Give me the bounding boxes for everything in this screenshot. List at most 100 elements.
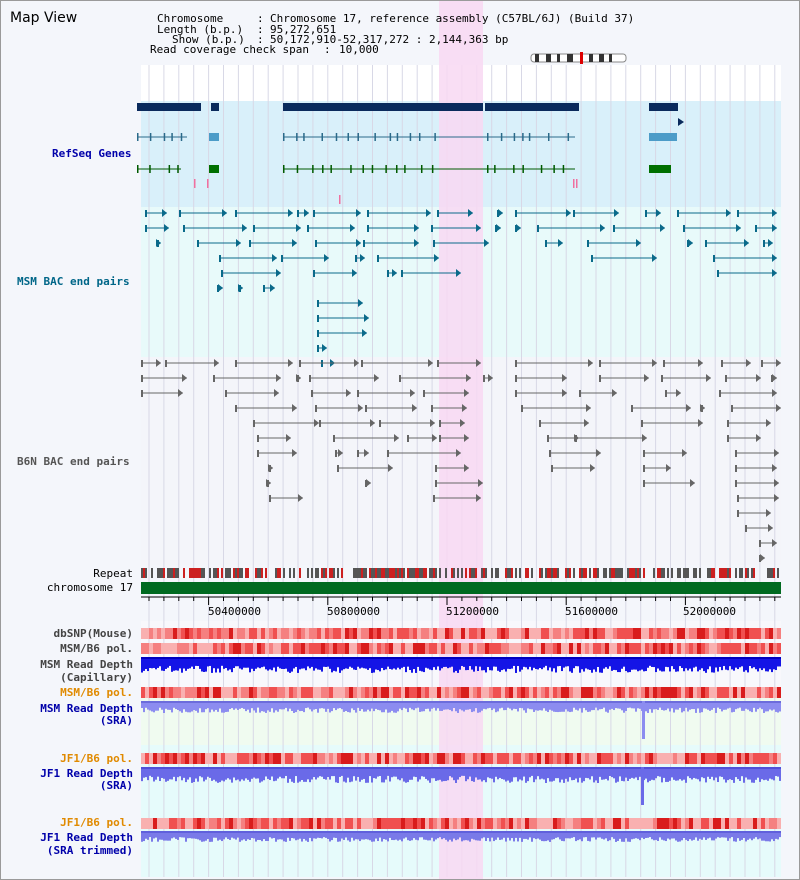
repeat-mark	[777, 568, 779, 578]
depth-bar	[707, 767, 709, 777]
depth-bar	[459, 701, 461, 710]
depth-bar	[209, 831, 211, 842]
heat-cell	[361, 643, 365, 654]
repeat-mark	[727, 568, 729, 578]
depth-bar	[477, 701, 479, 713]
bac-end-mark	[547, 435, 549, 442]
depth-bar	[555, 701, 557, 712]
snp-mark	[339, 195, 341, 204]
repeat-mark	[229, 568, 231, 578]
depth-bar	[751, 767, 753, 783]
heat-cell	[501, 687, 505, 698]
depth-bar	[473, 767, 475, 782]
depth-bar	[769, 657, 771, 670]
depth-bar	[627, 831, 629, 842]
depth-bar	[351, 831, 353, 838]
depth-bar	[619, 657, 621, 673]
depth-bar	[359, 701, 361, 711]
bac-end-mark	[363, 240, 365, 247]
depth-bar	[369, 701, 371, 712]
depth-bar	[205, 657, 207, 672]
gene-exon	[149, 165, 151, 173]
gene-exon	[296, 133, 298, 141]
depth-bar	[491, 701, 493, 711]
heat-cell	[265, 753, 269, 764]
depth-bar	[183, 701, 185, 710]
depth-bar	[437, 701, 439, 709]
heat-cell	[281, 818, 285, 829]
heat-cell	[657, 753, 661, 764]
depth-bar	[721, 657, 723, 671]
depth-bar	[477, 767, 479, 780]
depth-bar	[379, 831, 381, 838]
depth-bar	[621, 657, 623, 669]
depth-bar	[363, 657, 365, 669]
bac-end-arrow	[464, 434, 469, 442]
gene-exon	[553, 165, 555, 173]
depth-bar	[233, 657, 235, 669]
depth-bar	[349, 831, 351, 842]
heat-cell	[565, 628, 569, 639]
repeat-mark	[435, 568, 437, 578]
depth-bar	[727, 701, 729, 709]
depth-bar	[261, 701, 263, 712]
bac-end-arrow	[456, 269, 461, 277]
depth-bar	[379, 701, 381, 711]
bac-end-arrow	[358, 404, 363, 412]
depth-bar	[705, 767, 707, 783]
bac-end-mark	[727, 435, 729, 442]
depth-bar	[391, 831, 393, 841]
heat-cell	[701, 628, 705, 639]
depth-bar	[667, 657, 669, 668]
bac-end-arrow	[292, 239, 297, 247]
heat-cell	[685, 687, 689, 698]
heat-cell	[541, 818, 545, 829]
depth-bar	[587, 767, 589, 779]
heat-cell	[505, 818, 509, 829]
depth-bar	[487, 657, 489, 668]
depth-bar	[737, 657, 739, 670]
depth-bar	[343, 831, 345, 840]
repeat-mark	[259, 568, 261, 578]
depth-bar	[549, 701, 551, 710]
depth-bar	[739, 767, 741, 781]
depth-bar	[767, 831, 769, 842]
heat-cell	[389, 753, 393, 764]
depth-bar	[473, 831, 475, 840]
bac-end-arrow	[726, 209, 731, 217]
depth-bar	[743, 657, 745, 672]
repeat-mark	[769, 568, 771, 578]
heat-cell	[441, 628, 445, 639]
heat-cell	[277, 628, 281, 639]
depth-bar	[523, 767, 525, 777]
depth-bar	[491, 657, 493, 671]
heat-cell	[141, 818, 145, 829]
depth-bar	[765, 657, 767, 672]
heat-cell	[233, 628, 237, 639]
bac-end-mark	[665, 390, 667, 397]
coverage-key: Read coverage check span	[150, 43, 309, 56]
depth-bar	[605, 657, 607, 668]
axis-tick-label: 51200000	[446, 605, 499, 618]
bac-end-mark	[439, 420, 441, 427]
heat-cell	[617, 643, 621, 654]
depth-bar	[507, 831, 509, 838]
heat-cell	[673, 818, 677, 829]
heat-cell	[189, 643, 193, 654]
heat-cell	[477, 643, 481, 654]
length-key: Length (b.p.)	[157, 23, 244, 36]
depth-bar	[403, 657, 405, 667]
depth-bar	[381, 701, 383, 713]
depth-bar	[397, 831, 399, 841]
heat-cell	[609, 687, 613, 698]
heat-cell	[341, 687, 345, 698]
heat-cell	[213, 687, 217, 698]
heat-cell	[437, 628, 441, 639]
depth-bar	[633, 831, 635, 839]
heat-cell	[385, 818, 389, 829]
heat-cell	[677, 753, 681, 764]
heat-cell	[177, 753, 181, 764]
heat-cell	[273, 818, 277, 829]
heat-cell	[209, 687, 213, 698]
